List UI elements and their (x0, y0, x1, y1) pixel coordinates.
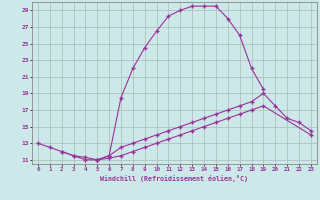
X-axis label: Windchill (Refroidissement éolien,°C): Windchill (Refroidissement éolien,°C) (100, 175, 248, 182)
